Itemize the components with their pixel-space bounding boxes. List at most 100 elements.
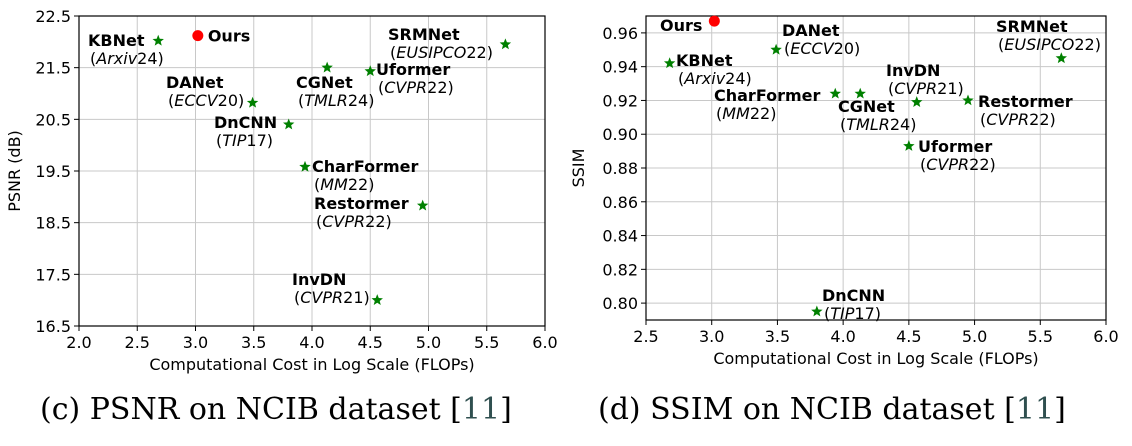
y-tick-label: 20.5 [35, 110, 71, 129]
psnr-charformer-label: CharFormer [312, 157, 419, 176]
x-tick-label: 3.5 [765, 327, 790, 346]
ssim-restormer-point [962, 94, 974, 106]
y-tick-label: 0.90 [602, 125, 638, 144]
ssim-danet-venue: (ECCV20) [784, 39, 860, 58]
psnr-uformer-point [364, 65, 376, 77]
ssim-charformer-point [829, 87, 841, 99]
psnr-y-axis-label: PSNR (dB) [5, 130, 24, 212]
y-tick-label: 16.5 [35, 317, 71, 336]
ssim-srmnet-point [1055, 52, 1068, 64]
psnr-danet-venue: (ECCV20) [168, 91, 244, 110]
psnr-invdn-point [371, 294, 383, 306]
ssim-chart-panel: 2.5 3.0 3.5 4.0 4.5 5.0 5.5 6.0 0.80 0.82 0.84 0.86… [566, 0, 1132, 446]
ssim-cgnet-label: CGNet [838, 97, 895, 116]
ssim-invdn-venue: (CVPR21) [888, 79, 964, 98]
psnr-chart: 2.0 2.5 3.0 3.5 4.0 4.5 5.0 5.5 6.0 16.5 17.5 18.5 1… [5, 7, 558, 374]
ssim-charformer-venue: (MM22) [716, 104, 776, 123]
x-tick-label: 5.0 [416, 333, 441, 352]
y-tick-label: 0.92 [602, 91, 638, 110]
x-tick-label: 4.0 [299, 333, 324, 352]
psnr-cgnet-venue: (TMLR24) [298, 91, 374, 110]
ssim-kbnet-point [663, 57, 676, 69]
ssim-cgnet-venue: (TMLR24) [840, 115, 916, 134]
x-tick-label: 3.5 [241, 333, 266, 352]
ssim-restormer-venue: (CVPR22) [980, 110, 1056, 129]
y-tick-label: 0.82 [602, 260, 638, 279]
psnr-restormer-label: Restormer [314, 194, 409, 213]
ssim-uformer-venue: (CVPR22) [920, 155, 996, 174]
x-tick-label: 6.0 [532, 333, 557, 352]
ssim-x-axis-label: Computational Cost in Log Scale (FLOPs) [713, 349, 1038, 368]
y-tick-label: 19.5 [35, 162, 71, 181]
psnr-kbnet-point [152, 34, 164, 46]
y-tick-label: 0.96 [602, 24, 638, 43]
caption-psnr-text: (c) PSNR on NCIB dataset [ [40, 392, 462, 427]
ssim-cgnet-point [854, 87, 866, 99]
ssim-dncnn-point [811, 305, 823, 317]
psnr-kbnet-label: KBNet [88, 31, 145, 50]
psnr-danet-label: DANet [166, 73, 224, 92]
x-tick-label: 4.0 [830, 327, 855, 346]
ssim-y-axis-label: SSIM [569, 149, 588, 188]
ssim-ours-label: Ours [660, 16, 702, 35]
y-tick-label: 0.94 [602, 58, 638, 77]
psnr-charformer-point [299, 160, 311, 172]
caption-psnr: (c) PSNR on NCIB dataset [11] [40, 392, 512, 427]
x-tick-label: 5.5 [1028, 327, 1053, 346]
psnr-uformer-label: Uformer [376, 60, 450, 79]
ssim-charformer-label: CharFormer [714, 86, 821, 105]
psnr-ours-label: Ours [208, 27, 250, 46]
x-tick-label: 3.0 [183, 333, 208, 352]
caption-ssim-close: ] [1054, 392, 1066, 427]
y-tick-label: 0.80 [602, 294, 638, 313]
x-tick-label: 5.0 [962, 327, 987, 346]
x-tick-label: 4.5 [896, 327, 921, 346]
ssim-restormer-label: Restormer [978, 92, 1073, 111]
ssim-kbnet-label: KBNet [676, 51, 733, 70]
x-tick-label: 3.0 [699, 327, 724, 346]
ssim-uformer-point [903, 140, 915, 151]
psnr-srmnet-label: SRMNet [388, 25, 460, 44]
psnr-chart-panel: 2.0 2.5 3.0 3.5 4.0 4.5 5.0 5.5 6.0 16.5 17.5 18.5 1… [5, 7, 558, 374]
psnr-cgnet-label: CGNet [296, 73, 353, 92]
psnr-restormer-point [416, 199, 429, 211]
ssim-dncnn-label: DnCNN [822, 286, 885, 305]
y-tick-label: 18.5 [35, 214, 71, 233]
ssim-kbnet-venue: (Arxiv24) [678, 69, 752, 88]
x-tick-label: 2.5 [125, 333, 150, 352]
ssim-invdn-point [911, 96, 923, 107]
x-tick-label: 2.0 [66, 333, 91, 352]
psnr-dncnn-point [282, 118, 295, 130]
psnr-charformer-venue: (MM22) [314, 175, 374, 194]
y-tick-label: 0.86 [602, 193, 638, 212]
caption-psnr-ref[interactable]: 11 [461, 392, 501, 427]
x-tick-label: 5.5 [474, 333, 499, 352]
psnr-kbnet-venue: (Arxiv24) [90, 49, 164, 68]
ssim-uformer-label: Uformer [918, 137, 992, 156]
caption-ssim: (d) SSIM on NCIB dataset [11] [598, 392, 1066, 427]
x-tick-label: 4.5 [358, 333, 383, 352]
ssim-danet-point [770, 43, 782, 55]
y-tick-label: 21.5 [35, 59, 71, 78]
ssim-srmnet-venue: (EUSIPCO22) [998, 35, 1101, 54]
psnr-invdn-venue: (CVPR21) [294, 288, 370, 307]
y-tick-label: 0.84 [602, 227, 638, 246]
ssim-ours-point [708, 15, 720, 27]
ssim-dncnn-venue: (TIP17) [824, 304, 881, 323]
caption-ssim-ref[interactable]: 11 [1015, 392, 1055, 427]
psnr-ours-point [192, 30, 204, 42]
ssim-chart: 2.5 3.0 3.5 4.0 4.5 5.0 5.5 6.0 0.80 0.82 0.84 0.86… [569, 15, 1119, 368]
psnr-cgnet-point [321, 61, 333, 73]
ssim-srmnet-label: SRMNet [996, 17, 1068, 36]
caption-ssim-text: (d) SSIM on NCIB dataset [ [598, 392, 1016, 427]
caption-psnr-close: ] [500, 392, 512, 427]
psnr-uformer-venue: (CVPR22) [378, 78, 454, 97]
psnr-srmnet-point [499, 38, 512, 50]
psnr-dncnn-label: DnCNN [214, 113, 277, 132]
ssim-invdn-label: InvDN [886, 61, 940, 80]
ssim-danet-label: DANet [782, 21, 840, 40]
psnr-restormer-venue: (CVPR22) [316, 212, 392, 231]
psnr-dncnn-venue: (TIP17) [216, 131, 273, 150]
x-tick-label: 2.5 [633, 327, 658, 346]
psnr-x-axis-label: Computational Cost in Log Scale (FLOPs) [149, 355, 474, 374]
